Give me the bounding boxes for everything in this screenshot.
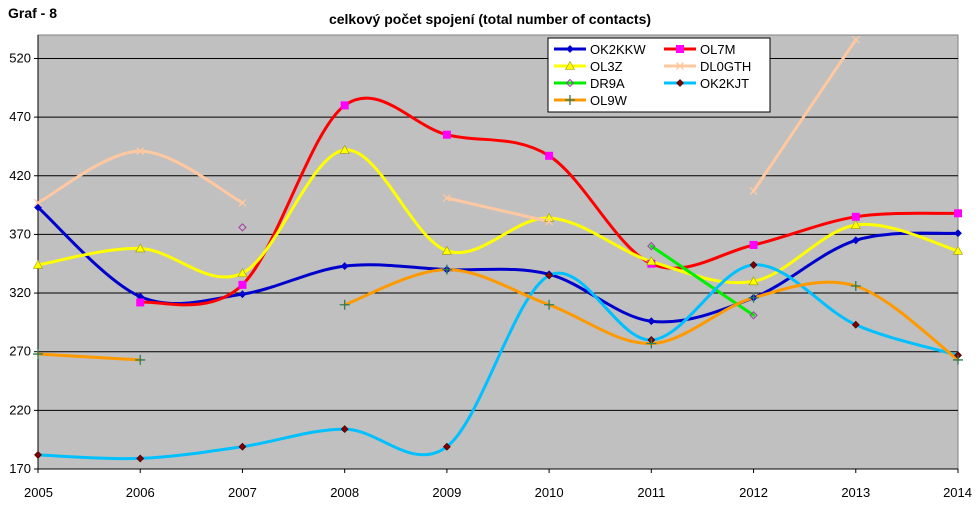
- data-point-ol3z: [952, 245, 964, 255]
- data-point-ol9w: [339, 299, 350, 310]
- x-tick-label: 2009: [432, 485, 461, 500]
- data-point-dr9a: [238, 223, 247, 232]
- data-point-ok2kjt: [442, 442, 451, 451]
- legend-label-ol7m: OL7M: [700, 42, 735, 57]
- x-tick-label: 2013: [841, 485, 870, 500]
- y-tick-label: 170: [9, 461, 31, 476]
- legend-marker-ol7m: [676, 45, 684, 53]
- data-point-dl0gth: [442, 194, 451, 203]
- x-tick-label: 2012: [739, 485, 768, 500]
- data-point-ok2kkw: [238, 290, 247, 299]
- data-point-ol7m: [954, 209, 962, 218]
- data-point-ol7m: [442, 130, 451, 139]
- y-tick-label: 470: [9, 109, 31, 124]
- data-point-ol9w: [850, 281, 861, 292]
- data-point-ol3z: [237, 268, 248, 277]
- data-point-ol7m: [136, 298, 145, 307]
- data-point-dr9a: [647, 241, 656, 251]
- data-point-ol7m: [749, 240, 758, 249]
- plot-background: [37, 34, 959, 470]
- series-line-ok2kjt: [36, 263, 960, 461]
- gridlines: [38, 57, 958, 411]
- data-point-dl0gth: [545, 217, 554, 226]
- legend-label-ok2kjt: OK2KJT: [700, 76, 749, 91]
- legend-label-dr9a: DR9A: [590, 76, 625, 91]
- x-tick-label: 2008: [330, 485, 359, 500]
- data-point-ok2kjt: [851, 320, 860, 329]
- y-tick-label: 370: [9, 226, 31, 241]
- y-tick-label: 270: [9, 344, 31, 359]
- y-tick-label: 320: [9, 285, 31, 300]
- data-point-dl0gth: [238, 198, 247, 207]
- data-point-ol3z: [850, 219, 861, 229]
- series-line-dr9a: [649, 244, 756, 317]
- data-point-ol9w: [953, 354, 963, 365]
- data-point-dl0gth: [851, 35, 860, 44]
- series-line-dl0gth: [445, 196, 551, 223]
- data-point-ol7m: [545, 151, 554, 160]
- data-point-ok2kkw: [851, 236, 860, 245]
- data-point-dl0gth: [34, 198, 42, 207]
- series-line-ol9w: [36, 352, 142, 362]
- series-line-ol3z: [36, 148, 960, 285]
- x-tick-label: 2007: [228, 485, 257, 500]
- data-point-ok2kkw: [34, 203, 42, 212]
- series-line-ol7m: [138, 96, 960, 307]
- data-point-ol7m: [851, 212, 860, 221]
- data-point-ol7m: [238, 280, 247, 289]
- data-point-dl0gth: [749, 187, 758, 195]
- data-point-ok2kjt: [749, 260, 758, 269]
- x-tick-label: 2014: [943, 485, 972, 500]
- corner-label: Graf - 8: [8, 5, 57, 21]
- data-point-ol9w: [441, 264, 452, 275]
- legend-label-dl0gth: DL0GTH: [700, 59, 751, 74]
- y-tick-label: 520: [9, 50, 31, 65]
- data-point-ol3z: [748, 276, 759, 286]
- data-point-ol3z: [135, 243, 146, 253]
- legend-label-ol3z: OL3Z: [590, 59, 623, 74]
- data-point-ol7m: [340, 101, 349, 110]
- y-axis: 170 220 270 320 370 420 470 520: [9, 35, 39, 476]
- data-point-ol3z: [441, 245, 452, 255]
- x-axis: 2005 2006 2007 2008 2009 2010 2011 2012 2013 2014: [24, 468, 972, 500]
- data-point-ol9w: [544, 299, 555, 310]
- legend-marker-ok2kjt: [676, 79, 684, 87]
- legend-label-ok2kkw: OK2KKW: [590, 42, 646, 57]
- x-tick-label: 2005: [24, 485, 53, 500]
- data-point-ol9w: [33, 349, 43, 360]
- data-point-ok2kkw: [954, 229, 962, 238]
- legend-marker-dl0gth: [676, 62, 684, 70]
- legend-label-ol9w: OL9W: [590, 93, 628, 108]
- data-point-ol9w: [646, 338, 657, 349]
- y-tick-label: 220: [9, 402, 31, 417]
- data-point-ol3z: [339, 144, 350, 154]
- x-tick-label: 2010: [535, 485, 564, 500]
- series-line-dl0gth: [752, 38, 858, 193]
- plot-area: [37, 34, 959, 470]
- marker-group: [32, 35, 964, 463]
- data-point-dr9a: [749, 311, 758, 320]
- x-tick-label: 2006: [126, 485, 155, 500]
- data-point-ok2kkw: [340, 262, 349, 270]
- legend-marker-ok2kkw: [566, 45, 574, 53]
- data-point-ok2kjt: [34, 451, 42, 459]
- data-point-ol3z: [32, 259, 44, 269]
- data-point-ol3z: [646, 256, 657, 266]
- legend: OK2KKW OL7M OL3Z DL0GTH DR9A OK2KJT OL9W: [547, 37, 771, 113]
- data-point-ol9w: [748, 292, 759, 303]
- data-point-ol9w: [135, 354, 146, 365]
- data-point-ok2kjt: [545, 271, 554, 280]
- y-tick-label: 420: [9, 168, 31, 183]
- legend-marker-dr9a: [565, 78, 575, 88]
- data-point-ok2kkw: [647, 317, 656, 326]
- data-point-ok2kjt: [136, 454, 145, 463]
- x-tick-label: 2011: [637, 485, 665, 500]
- data-point-dl0gth: [136, 147, 145, 156]
- legend-marker-ol9w: [565, 95, 575, 105]
- data-point-ok2kjt: [340, 425, 349, 434]
- legend-marker-ol3z: [564, 60, 576, 70]
- chart-title: celkový počet spojení (total number of c…: [329, 11, 651, 27]
- data-point-ok2kjt: [238, 442, 247, 451]
